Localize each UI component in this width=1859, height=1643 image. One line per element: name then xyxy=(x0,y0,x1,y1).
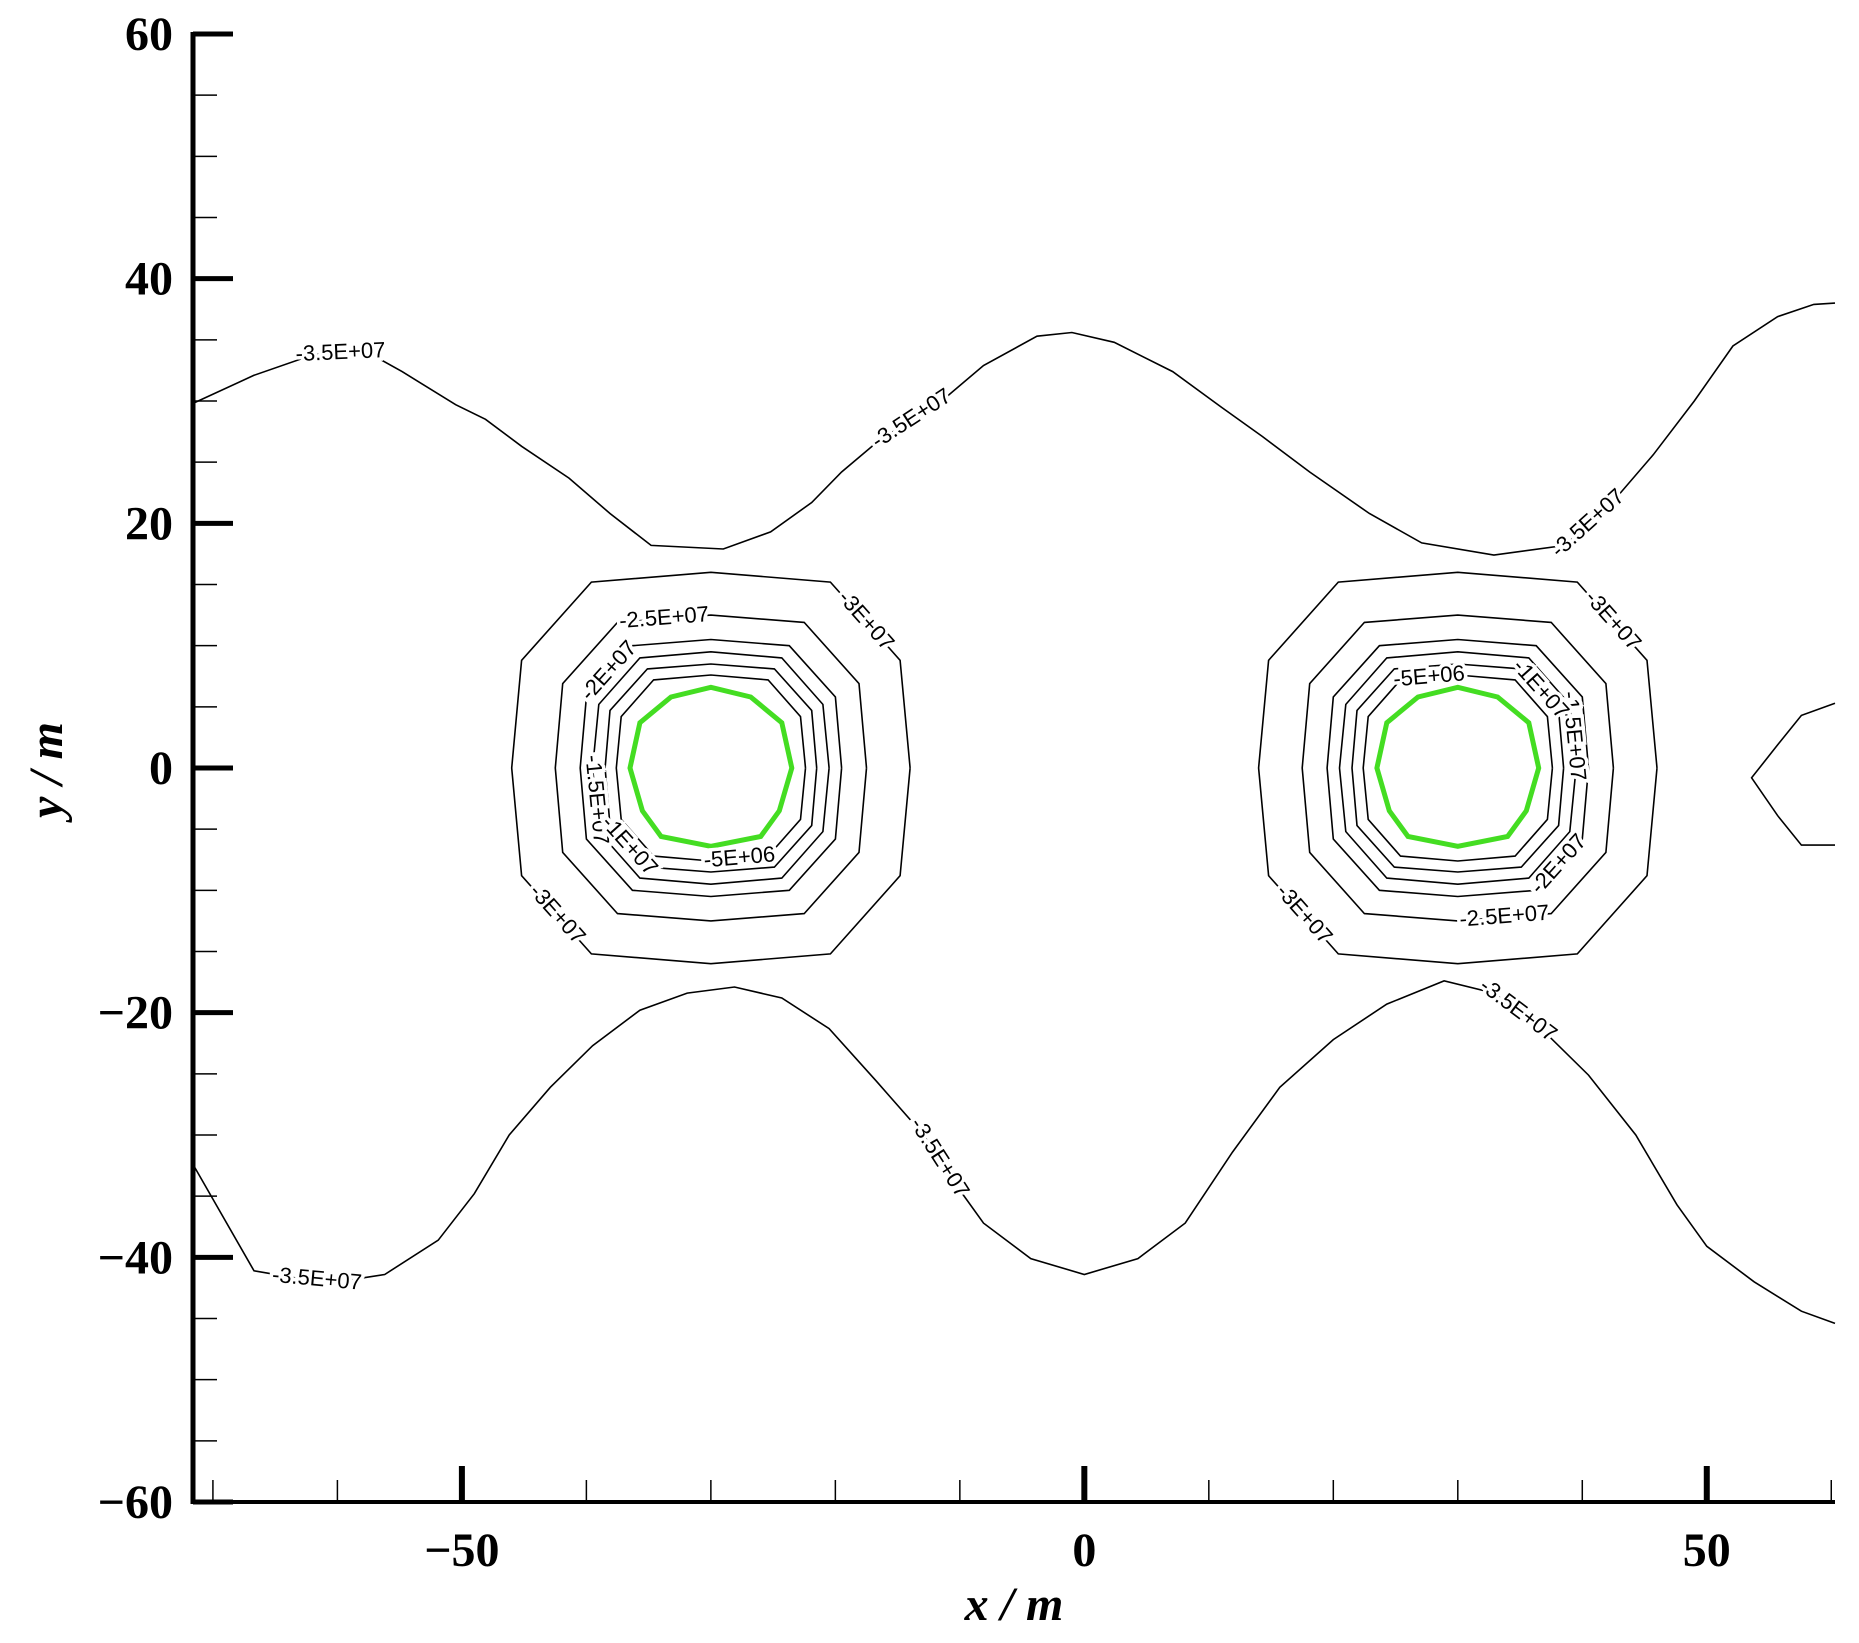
contour-label: -3E+07 xyxy=(525,879,591,949)
plot-area: -3.5E+07 -3.5E+07 -3.5E+07 -3.5E+07 -3.5E+07… xyxy=(192,302,1836,1325)
contour-label: -2.5E+07 xyxy=(618,601,710,633)
contour-labels: -3.5E+07 -3.5E+07 -3.5E+07 -3.5E+07 -3.5E+07… xyxy=(268,334,1650,1299)
y-tick-label: 20 xyxy=(125,497,173,550)
contour-label: -1E+07 xyxy=(597,810,663,880)
x-tick-label: 0 xyxy=(1072,1524,1096,1577)
contour-label: -3.5E+07 xyxy=(1475,972,1562,1046)
contour-line xyxy=(1338,650,1577,886)
y-tick-label: 40 xyxy=(125,253,173,306)
contour-label: -3.5E+07 xyxy=(271,1262,363,1295)
contour-line xyxy=(1351,663,1565,873)
x-tick-label: 50 xyxy=(1683,1524,1731,1577)
contour-line xyxy=(591,650,830,886)
contour-line xyxy=(192,302,1836,556)
tunnel-boundary xyxy=(627,684,795,849)
contour-line xyxy=(554,614,868,922)
y-tick-label: 60 xyxy=(125,8,173,61)
contour-label: -2.5E+07 xyxy=(1459,900,1551,932)
contour-line xyxy=(604,663,818,873)
contour-line xyxy=(510,571,911,965)
y-tick-label: −60 xyxy=(98,1476,173,1529)
y-tick-label: −20 xyxy=(98,987,173,1040)
contour-label: -2E+07 xyxy=(1525,829,1591,899)
contour-line xyxy=(1257,571,1658,965)
contour-label: -3.5E+07 xyxy=(295,337,386,366)
x-axis-title: x / m xyxy=(964,1578,1064,1631)
contour-line xyxy=(1362,674,1554,862)
y-tick-label: 0 xyxy=(149,742,173,795)
contour-label: -3E+07 xyxy=(1272,879,1338,949)
y-tick-label: −40 xyxy=(98,1231,173,1284)
x-tick-label: −50 xyxy=(424,1524,499,1577)
contour-label: -3E+07 xyxy=(833,585,899,655)
contour-line xyxy=(579,638,843,898)
y-axis-title: y / m xyxy=(20,722,73,823)
contour-label: -3E+07 xyxy=(1580,585,1646,655)
contour-line xyxy=(1750,702,1836,846)
contour-line xyxy=(192,980,1836,1325)
contour-line xyxy=(1301,614,1615,922)
contour-line xyxy=(1326,638,1590,898)
contour-label: -3.5E+07 xyxy=(1546,483,1629,562)
contour-line xyxy=(615,674,807,862)
contour-label: -3.5E+07 xyxy=(905,1113,975,1202)
contour-label: -3.5E+07 xyxy=(867,383,956,453)
tunnel-boundary xyxy=(1374,684,1542,849)
